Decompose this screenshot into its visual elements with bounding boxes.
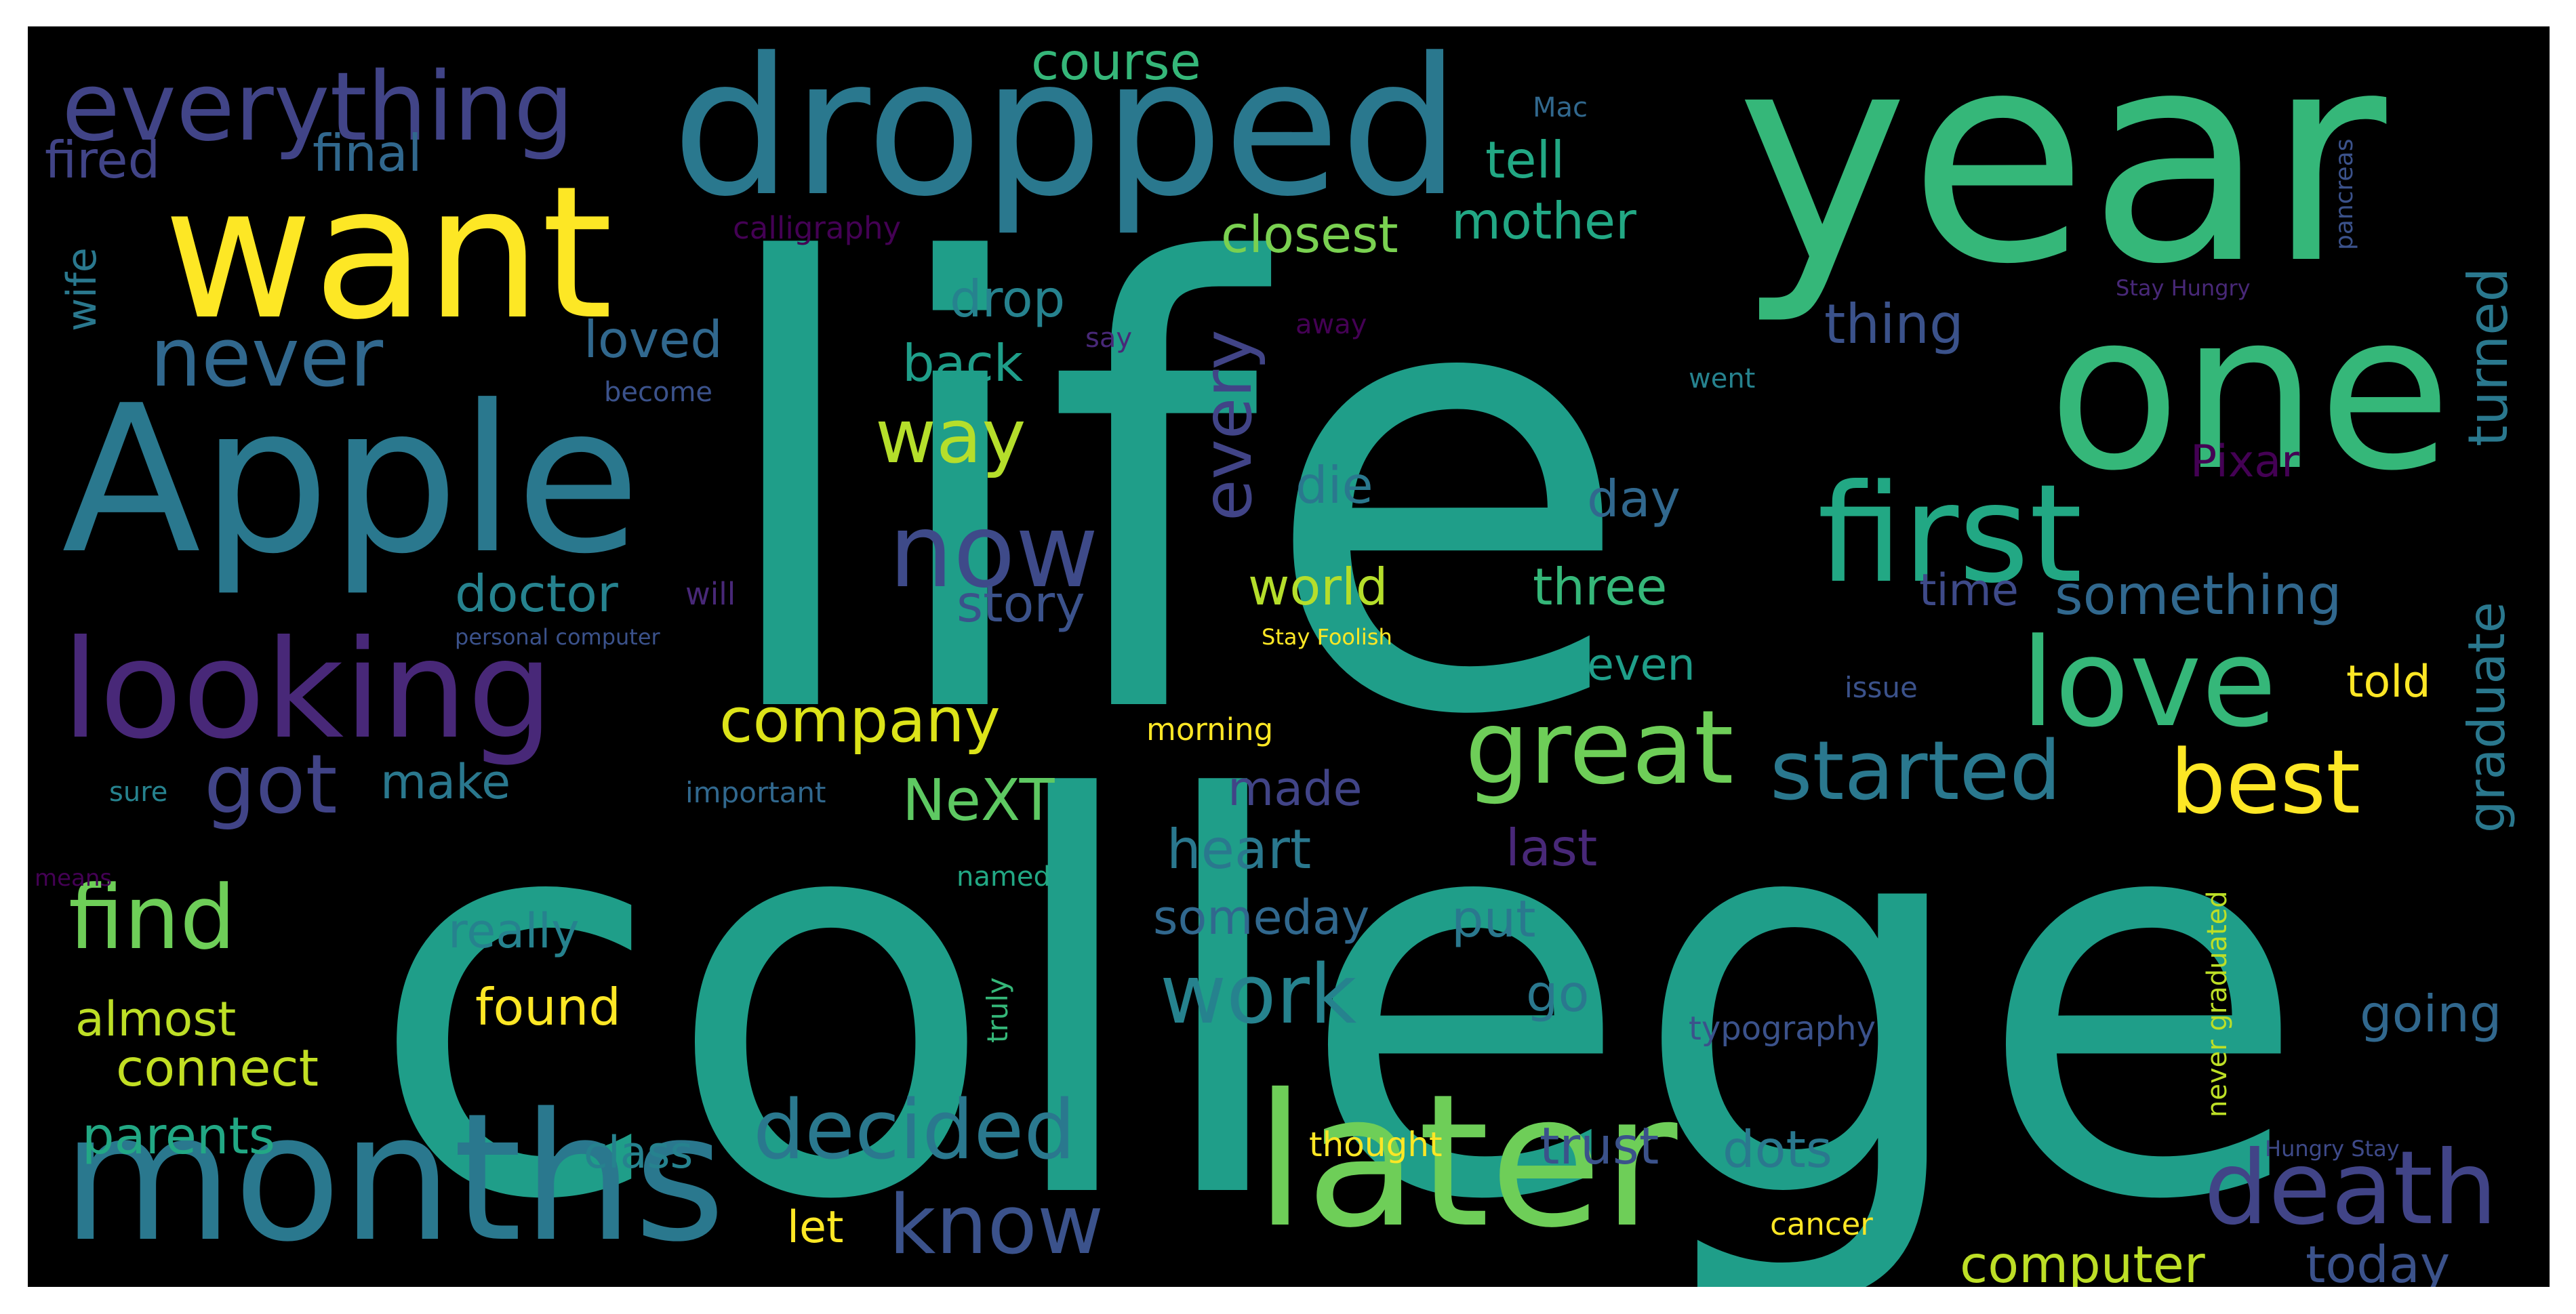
word-going: going	[2360, 984, 2502, 1044]
word-told: told	[2346, 657, 2431, 707]
word-way: way	[875, 393, 1026, 480]
word-went: went	[1689, 363, 1756, 394]
word-college: college	[367, 686, 2310, 1287]
word-best: best	[2170, 731, 2361, 834]
word-thought: thought	[1309, 1125, 1443, 1164]
word-become: become	[604, 377, 713, 408]
word-never: never	[150, 311, 384, 405]
word-started: started	[1770, 724, 2061, 819]
word-issue: issue	[1845, 671, 1918, 704]
word-months: months	[62, 1076, 726, 1281]
word-death: death	[2204, 1130, 2498, 1248]
word-next: NeXT	[902, 767, 1055, 834]
word-today: today	[2306, 1235, 2451, 1288]
word-pixar: Pixar	[2190, 436, 2299, 487]
word-life: life	[706, 139, 1635, 848]
word-go: go	[1526, 964, 1590, 1023]
word-story: story	[957, 574, 1085, 634]
word-pancreas: pancreas	[2331, 138, 2358, 251]
word-away: away	[1295, 309, 1367, 340]
word-mother: mother	[1451, 191, 1636, 251]
word-something: something	[2055, 564, 2342, 627]
word-loved: loved	[584, 310, 723, 369]
word-know: know	[889, 1178, 1104, 1273]
word-three: three	[1533, 557, 1668, 617]
word-first: first	[1817, 455, 2082, 613]
word-last: last	[1506, 818, 1598, 878]
word-dots: dots	[1723, 1120, 1832, 1179]
word-hungry-stay: Hungry Stay	[2265, 1136, 2400, 1162]
word-someday: someday	[1153, 890, 1370, 945]
word-world: world	[1248, 557, 1388, 617]
word-tell: tell	[1485, 130, 1565, 190]
word-typography: typography	[1689, 1010, 1876, 1048]
word-made: made	[1228, 761, 1363, 817]
word-wife: wife	[58, 247, 106, 331]
word-day: day	[1587, 469, 1681, 529]
word-course: course	[1031, 32, 1201, 91]
word-final: final	[313, 123, 422, 183]
word-never-graduated: never graduated	[2202, 890, 2233, 1117]
word-computer: computer	[1960, 1235, 2205, 1288]
word-named: named	[957, 861, 1051, 892]
word-even: even	[1587, 640, 1695, 691]
word-class: class	[584, 1128, 693, 1178]
word-find: find	[68, 866, 236, 969]
word-truly: truly	[981, 977, 1014, 1043]
word-everything: everything	[62, 52, 574, 163]
word-will: will	[685, 576, 736, 612]
word-got: got	[204, 738, 338, 832]
word-fired: fired	[45, 130, 161, 190]
word-really: really	[448, 903, 580, 959]
word-every: every	[1188, 329, 1267, 521]
word-parents: parents	[82, 1106, 275, 1166]
word-die: die	[1295, 455, 1373, 515]
word-say: say	[1085, 323, 1133, 354]
word-time: time	[1919, 565, 2019, 616]
word-trust: trust	[1539, 1116, 1659, 1176]
word-decided: decided	[753, 1084, 1076, 1178]
word-drop: drop	[950, 269, 1066, 329]
word-one: one	[2048, 266, 2452, 518]
word-now: now	[889, 493, 1099, 611]
word-looking: looking	[62, 611, 554, 769]
word-stay-hungry: Stay Hungry	[2116, 275, 2251, 301]
word-closest: closest	[1221, 205, 1398, 264]
word-stay-foolish: Stay Foolish	[1262, 624, 1392, 650]
word-cancer: cancer	[1770, 1206, 1873, 1242]
word-cloud: life college year dropped want Apple one…	[28, 26, 2550, 1287]
word-work: work	[1160, 948, 1357, 1042]
word-let: let	[787, 1202, 844, 1253]
word-later: later	[1255, 1054, 1678, 1268]
word-graduate: graduate	[2457, 601, 2516, 833]
word-back: back	[902, 333, 1024, 393]
word-found: found	[475, 977, 621, 1037]
word-connect: connect	[116, 1038, 319, 1098]
word-calligraphy: calligraphy	[733, 210, 902, 246]
word-company: company	[719, 685, 1001, 756]
word-personal-computer: personal computer	[455, 624, 660, 650]
word-year: year	[1736, 26, 2387, 328]
word-morning: morning	[1146, 712, 1274, 747]
word-put: put	[1451, 889, 1536, 949]
word-means: means	[35, 865, 113, 892]
word-dropped: dropped	[672, 26, 1461, 239]
word-great: great	[1465, 689, 1734, 807]
word-apple: Apple	[62, 362, 641, 598]
word-make: make	[380, 754, 511, 810]
word-want: want	[163, 146, 613, 360]
word-important: important	[685, 776, 826, 809]
word-mac: Mac	[1533, 92, 1588, 123]
word-almost: almost	[75, 991, 237, 1047]
word-thing: thing	[1824, 293, 1964, 356]
word-turned: turned	[2457, 267, 2520, 447]
word-heart: heart	[1167, 818, 1312, 881]
word-sure: sure	[109, 777, 168, 808]
word-love: love	[2021, 613, 2277, 754]
word-doctor: doctor	[455, 564, 618, 623]
